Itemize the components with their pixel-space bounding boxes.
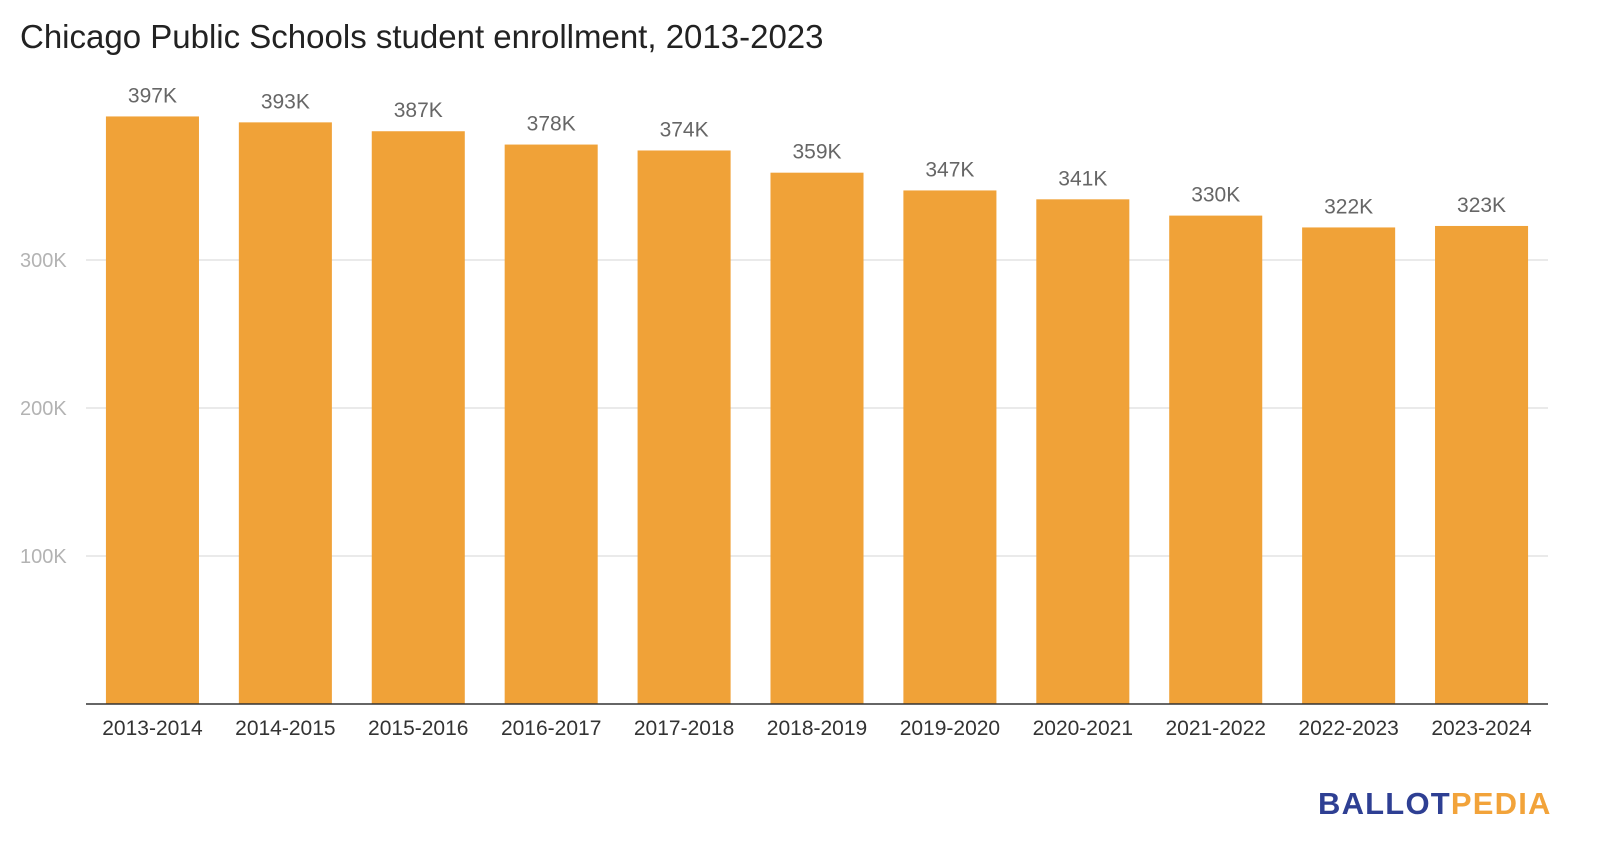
data-labels: 397K 393K 387K 378K 374K 359K 347K 341K 330K 322K… [128,84,1506,218]
data-label: 397K [128,84,177,107]
bar [1302,227,1396,704]
bar [1435,225,1529,704]
bar [1169,215,1263,704]
ballotpedia-logo: BALLOTPEDIA [1318,786,1552,822]
x-tick-label: 2022-2023 [1298,717,1398,740]
x-tick-label: 2020-2021 [1033,717,1133,740]
x-tick-label: 2023-2024 [1431,717,1532,740]
x-tick-label: 2015-2016 [368,717,468,740]
data-label: 378K [527,113,576,136]
y-tick-label: 300K [20,250,67,272]
y-tick-label: 100K [20,546,67,568]
bar [903,190,997,704]
data-label: 387K [394,99,443,122]
bar [504,144,598,704]
bar [637,150,731,705]
x-tick-label: 2017-2018 [634,717,734,740]
bar [371,131,465,705]
bar [1036,199,1130,704]
y-tick-label: 200K [20,398,67,420]
data-label: 341K [1058,167,1107,190]
x-tick-label: 2018-2019 [767,717,867,740]
data-label: 347K [925,158,974,181]
x-tick-label: 2014-2015 [235,717,335,740]
data-label: 359K [792,141,841,164]
data-label: 330K [1191,184,1240,207]
x-tick-label: 2013-2014 [102,717,203,740]
bars [105,116,1529,705]
x-tick-label: 2016-2017 [501,717,601,740]
x-tick-label: 2021-2022 [1166,717,1266,740]
data-label: 322K [1324,195,1373,218]
bar [238,122,332,705]
logo-part-pedia: PEDIA [1450,786,1552,821]
bar [105,116,199,704]
data-label: 393K [261,90,310,113]
logo-part-ballot: BALLOT [1318,786,1451,821]
chart-title: Chicago Public Schools student enrollmen… [20,18,824,55]
x-axis-ticks: 2013-2014 2014-2015 2015-2016 2016-2017 2017… [102,717,1532,740]
bar [770,172,864,704]
y-axis-ticks: 100K 200K 300K [20,250,67,568]
data-label: 323K [1457,194,1506,217]
data-label: 374K [660,118,709,141]
x-tick-label: 2019-2020 [900,717,1000,740]
